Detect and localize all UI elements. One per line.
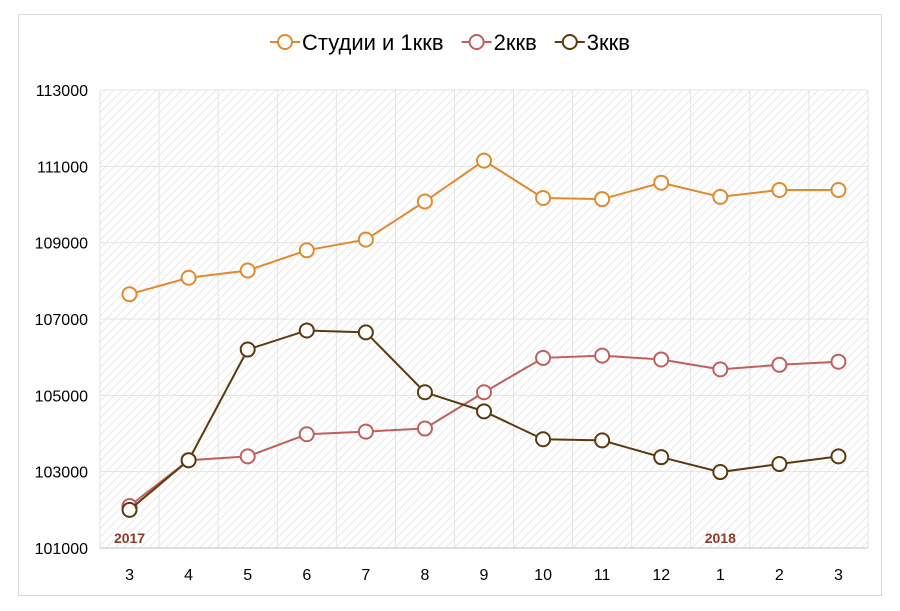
legend-item: 3ккв bbox=[554, 30, 630, 55]
y-tick-label: 113000 bbox=[36, 83, 88, 100]
legend-label: 2ккв bbox=[494, 30, 537, 55]
y-axis: 101000 103000 105000 107000 109000 111000 1130… bbox=[35, 83, 88, 558]
x-tick-label: 5 bbox=[243, 567, 252, 584]
series-1 bbox=[121, 152, 847, 303]
data-point bbox=[712, 361, 729, 378]
data-point bbox=[476, 403, 492, 420]
data-point bbox=[712, 464, 729, 481]
legend: Студии и 1ккв 2ккв 3ккв bbox=[270, 30, 630, 55]
x-tick-label: 8 bbox=[420, 567, 429, 584]
x-tick-label: 9 bbox=[480, 567, 489, 584]
x-tick-label: 2 bbox=[775, 567, 784, 584]
legend-marker bbox=[468, 34, 485, 50]
data-point bbox=[653, 174, 670, 191]
data-point bbox=[771, 181, 788, 198]
legend-marker bbox=[277, 34, 294, 50]
y-tick-label: 109000 bbox=[35, 236, 88, 253]
legend-label: 3ккв bbox=[587, 30, 630, 55]
data-point bbox=[771, 356, 788, 373]
data-point bbox=[416, 193, 433, 210]
x-tick-label: 3 bbox=[125, 567, 134, 584]
data-point bbox=[535, 190, 552, 207]
data-point bbox=[357, 324, 374, 341]
legend-item: Студии и 1ккв bbox=[270, 30, 444, 55]
data-point bbox=[298, 426, 315, 443]
x-tick-label: 10 bbox=[534, 567, 552, 584]
gridlines bbox=[99, 89, 869, 549]
x-tick-label: 11 bbox=[594, 567, 611, 584]
series-group bbox=[121, 152, 847, 518]
data-point bbox=[180, 269, 197, 286]
data-point bbox=[416, 420, 433, 437]
data-point bbox=[121, 501, 138, 518]
data-point bbox=[712, 188, 729, 205]
x-tick-label: 3 bbox=[834, 567, 843, 584]
data-point bbox=[830, 353, 847, 370]
data-point bbox=[594, 432, 611, 449]
year-label: 2018 bbox=[705, 530, 736, 546]
data-point bbox=[416, 384, 433, 401]
data-point bbox=[239, 262, 256, 279]
x-tick-label: 7 bbox=[361, 567, 370, 584]
y-tick-label: 105000 bbox=[35, 388, 88, 405]
data-point bbox=[239, 448, 256, 465]
y-tick-label: 111000 bbox=[37, 159, 88, 176]
data-point bbox=[535, 349, 552, 366]
x-tick-label: 12 bbox=[652, 567, 670, 584]
data-point bbox=[476, 152, 492, 169]
data-point bbox=[594, 347, 611, 364]
data-point bbox=[535, 431, 552, 448]
x-tick-label: 4 bbox=[184, 567, 193, 584]
data-point bbox=[771, 456, 788, 473]
data-point bbox=[357, 423, 374, 440]
data-point bbox=[298, 242, 315, 259]
data-point bbox=[476, 384, 492, 401]
legend-label: Студии и 1ккв bbox=[302, 30, 444, 55]
data-point bbox=[594, 191, 611, 208]
x-tick-label: 1 bbox=[716, 567, 725, 584]
legend-item: 2ккв bbox=[461, 30, 537, 55]
data-point bbox=[653, 449, 670, 466]
series-3 bbox=[121, 322, 847, 518]
data-point bbox=[298, 322, 315, 339]
year-labels: 2017 2018 bbox=[114, 530, 736, 546]
data-point bbox=[121, 286, 138, 303]
y-tick-label: 101000 bbox=[35, 541, 88, 558]
data-point bbox=[830, 448, 847, 465]
x-tick-label: 6 bbox=[302, 567, 311, 584]
data-point bbox=[180, 452, 197, 469]
data-point bbox=[653, 351, 670, 368]
x-axis: 3 4 5 6 7 8 9 10 11 12 1 2 3 bbox=[125, 567, 843, 584]
y-tick-label: 103000 bbox=[35, 465, 88, 482]
data-point bbox=[830, 181, 847, 198]
legend-marker bbox=[561, 34, 578, 50]
year-label: 2017 bbox=[114, 530, 145, 546]
data-point bbox=[239, 341, 256, 358]
data-point bbox=[357, 231, 374, 248]
y-tick-label: 107000 bbox=[35, 312, 88, 329]
